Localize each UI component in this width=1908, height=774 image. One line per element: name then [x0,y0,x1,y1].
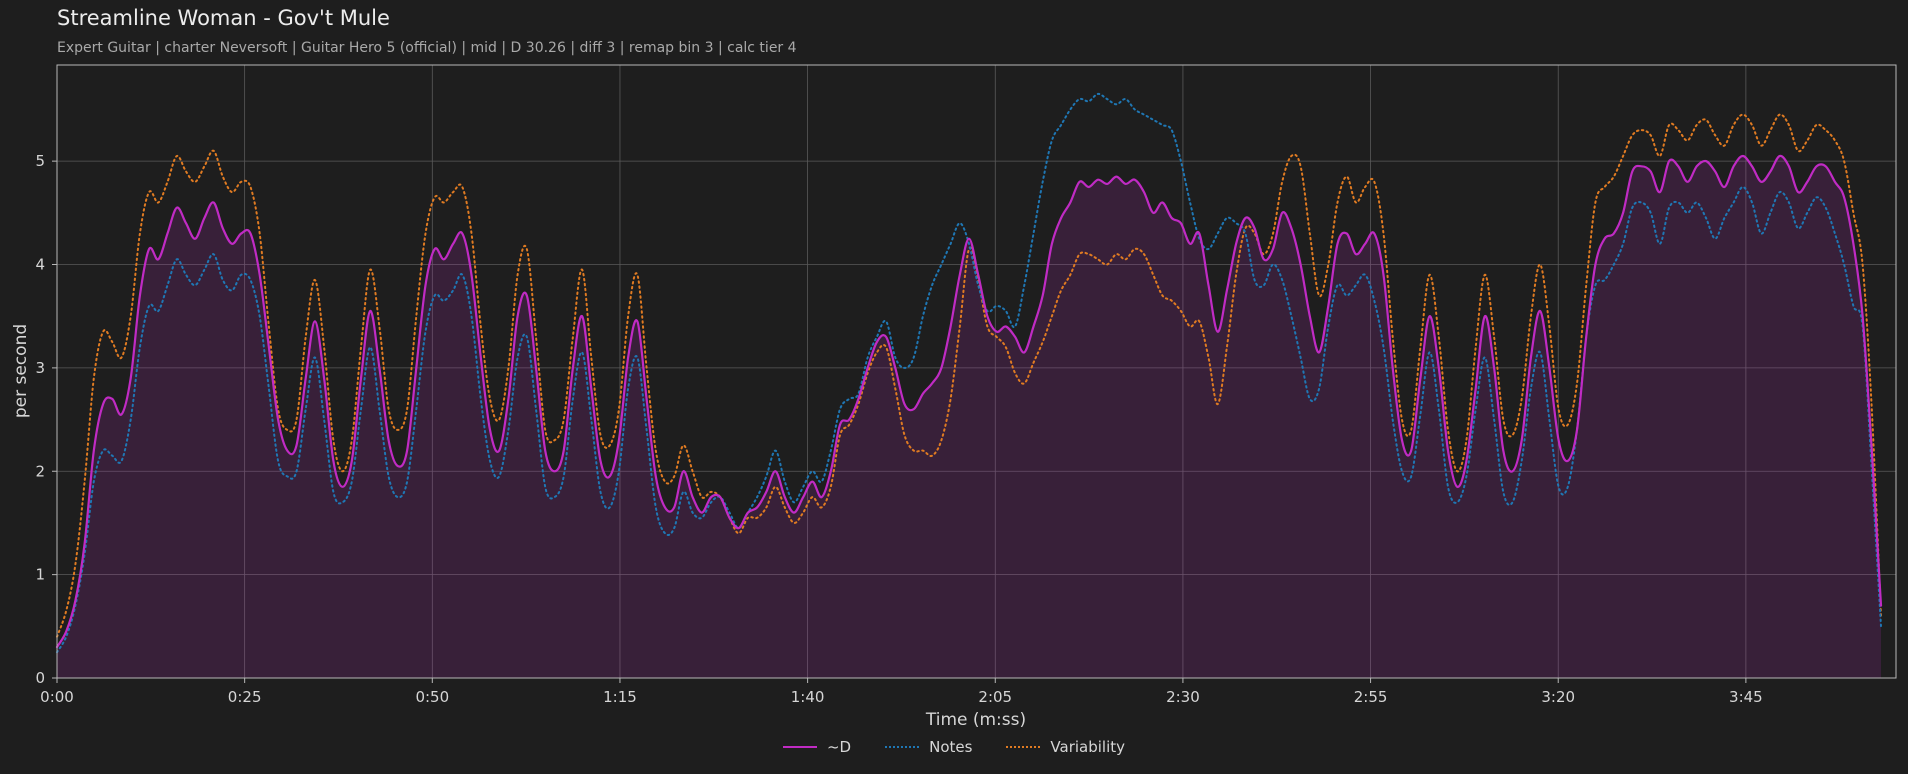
x-tick-label: 2:05 [978,688,1012,706]
x-axis-ticks: 0:00 0:25 0:50 1:15 1:40 2:05 2:30 2:55 3:20 3:45 [40,678,1763,706]
x-tick-label: 2:30 [1166,688,1200,706]
series-line-variability [56,113,1882,638]
x-tick-label: 1:40 [791,688,825,706]
chart-subtitle: Expert Guitar | charter Neversoft | Guit… [57,40,797,56]
series-line-d [55,154,1883,649]
y-tick-label: 3 [35,359,45,377]
legend-swatch-d [782,746,817,748]
y-tick-label: 0 [35,669,45,687]
series-fills [57,155,1881,678]
chart-title: Streamline Woman - Gov't Mule [57,6,390,30]
plot-background [57,65,1896,678]
series-lines [55,92,1883,654]
y-axis-label: per second [11,324,31,418]
x-tick-label: 0:25 [228,688,262,706]
plot-frame [56,64,1897,679]
legend-label-d: ~D [826,738,852,756]
x-tick-label: 0:00 [40,688,74,706]
legend-item-variability: Variability [1006,738,1125,756]
legend-swatch-variability [1006,746,1041,748]
y-tick-label: 1 [35,566,45,584]
y-axis-ticks: 0 1 2 3 4 5 [35,152,57,687]
x-tick-label: 1:15 [603,688,637,706]
legend: ~D Notes Variability [0,736,1908,758]
legend-item-d: ~D [782,738,852,756]
legend-label-variability: Variability [1050,738,1126,756]
x-tick-label: 3:45 [1729,688,1763,706]
x-axis-label: Time (m:ss) [925,710,1026,730]
x-tick-label: 2:55 [1354,688,1388,706]
legend-item-notes: Notes [885,738,972,756]
legend-label-notes: Notes [929,738,973,756]
legend-swatch-notes [885,746,920,748]
series-line-notes [56,92,1882,654]
y-tick-label: 5 [35,152,45,170]
x-tick-label: 3:20 [1541,688,1575,706]
y-tick-label: 4 [35,256,45,274]
chart-svg: 0:00 0:25 0:50 1:15 1:40 2:05 2:30 2:55 3:20 3:45… [11,64,1897,730]
series-area-d [57,155,1881,678]
y-tick-label: 2 [35,462,45,480]
x-tick-label: 0:50 [415,688,449,706]
